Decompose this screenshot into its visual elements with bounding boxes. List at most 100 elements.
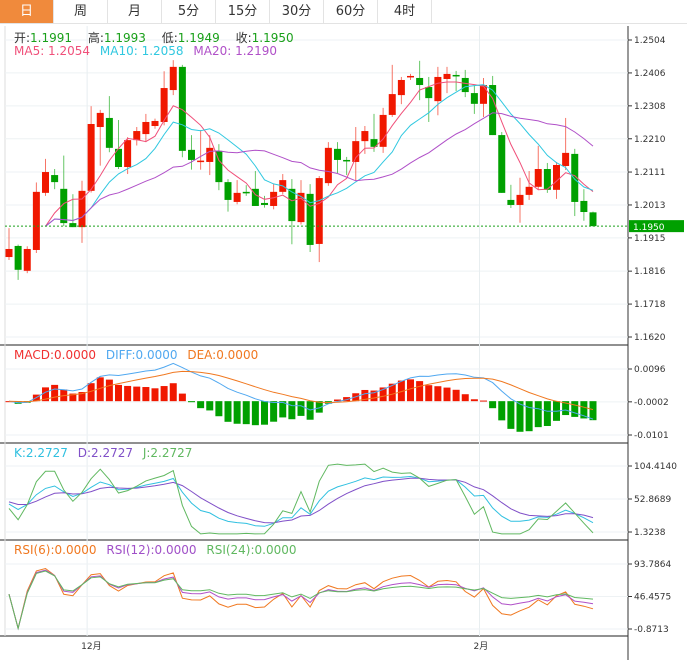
x-axis-label: 12月 bbox=[81, 641, 101, 652]
macd-legend: MACD:0.0000 DIFF:0.0000 DEA:0.0000 bbox=[14, 348, 264, 362]
macd-bar bbox=[270, 401, 278, 422]
d-value: D:2.2727 bbox=[77, 446, 134, 460]
tab-30min[interactable]: 30分 bbox=[270, 0, 324, 23]
candle-down bbox=[334, 148, 341, 160]
candle-up bbox=[434, 76, 442, 102]
price-tick-label: 1.1915 bbox=[634, 234, 666, 244]
k-value: K:2.2727 bbox=[14, 446, 68, 460]
macd-bar bbox=[87, 383, 95, 402]
macd-bar bbox=[379, 387, 387, 402]
macd-bar bbox=[498, 401, 506, 421]
tab-4hour[interactable]: 4时 bbox=[378, 0, 432, 23]
low-label: 低: bbox=[161, 31, 178, 45]
candle-up bbox=[315, 178, 323, 244]
candle-down bbox=[69, 223, 77, 228]
current-price-label: 1.1950 bbox=[633, 223, 665, 233]
macd-bar bbox=[480, 400, 487, 402]
candle-up bbox=[270, 191, 278, 206]
candle-up bbox=[397, 79, 405, 96]
macd-bar bbox=[525, 401, 533, 432]
candle-down bbox=[498, 135, 506, 193]
candle-up bbox=[562, 152, 570, 166]
macd-bar bbox=[242, 401, 250, 425]
tab-5min[interactable]: 5分 bbox=[162, 0, 216, 23]
candle-up bbox=[525, 186, 533, 195]
candle-up bbox=[361, 131, 369, 142]
candle-down bbox=[188, 149, 195, 160]
macd-bar bbox=[169, 383, 177, 402]
tab-day[interactable]: 日 bbox=[0, 0, 54, 23]
macd-bar bbox=[115, 384, 122, 402]
close-label: 收: bbox=[235, 31, 252, 45]
candle-down bbox=[215, 150, 223, 183]
candle-up bbox=[206, 147, 214, 162]
tab-month[interactable]: 月 bbox=[108, 0, 162, 23]
macd-bar bbox=[206, 401, 214, 411]
candle-down bbox=[343, 159, 351, 162]
candle-up bbox=[96, 112, 104, 128]
candle-up bbox=[23, 248, 31, 271]
macd-value: MACD:0.0000 bbox=[14, 348, 97, 362]
macd-bar bbox=[142, 387, 150, 402]
j-value: J:2.2727 bbox=[142, 446, 193, 460]
candle-down bbox=[370, 139, 378, 147]
macd-bar bbox=[261, 401, 268, 425]
rsi12-line bbox=[8, 569, 594, 631]
rsi-tick-label: -0.8713 bbox=[634, 625, 669, 635]
high-value: 1.1993 bbox=[103, 31, 146, 45]
x-axis-label: 2月 bbox=[474, 641, 489, 652]
macd-bar bbox=[397, 380, 405, 402]
candle-up bbox=[78, 190, 86, 228]
macd-bar bbox=[407, 379, 414, 402]
candle-down bbox=[589, 212, 597, 227]
macd-tick-label: -0.0002 bbox=[634, 398, 669, 408]
ma20-line bbox=[45, 112, 594, 227]
candle-down bbox=[105, 117, 113, 148]
tab-15min[interactable]: 15分 bbox=[216, 0, 270, 23]
price-tick-label: 1.2210 bbox=[634, 135, 666, 145]
candle-down bbox=[489, 85, 497, 136]
rsi-tick-label: 46.4575 bbox=[634, 593, 671, 603]
macd-bar bbox=[197, 401, 205, 409]
candle-down bbox=[60, 188, 68, 224]
candle-down bbox=[178, 66, 186, 151]
candle-down bbox=[416, 77, 424, 86]
candle-down bbox=[288, 188, 296, 222]
candle-up bbox=[324, 147, 332, 184]
ma10-line bbox=[45, 84, 594, 227]
tab-week[interactable]: 周 bbox=[54, 0, 108, 23]
macd-bar bbox=[507, 401, 515, 429]
macd-bar bbox=[251, 401, 259, 426]
price-tick-label: 1.1816 bbox=[634, 267, 666, 277]
price-tick-label: 1.2013 bbox=[634, 201, 666, 211]
macd-bar bbox=[388, 383, 396, 402]
macd-bar bbox=[434, 386, 442, 402]
tab-60min[interactable]: 60分 bbox=[324, 0, 378, 23]
macd-bar bbox=[69, 393, 77, 402]
candle-down bbox=[543, 169, 551, 190]
macd-bar bbox=[215, 401, 223, 417]
macd-bar bbox=[562, 401, 570, 416]
dea-line bbox=[8, 370, 594, 411]
candle-up bbox=[151, 120, 159, 127]
price-tick-label: 1.2111 bbox=[634, 168, 666, 178]
macd-bar bbox=[470, 399, 478, 402]
candle-up bbox=[297, 192, 305, 223]
macd-bar bbox=[416, 381, 424, 402]
macd-bar bbox=[42, 387, 49, 402]
candle-down bbox=[470, 93, 478, 104]
macd-bar bbox=[452, 389, 460, 402]
price-tick-label: 1.1718 bbox=[634, 300, 666, 310]
macd-bar bbox=[105, 379, 113, 402]
ma20-legend: MA20: 1.2190 bbox=[193, 44, 278, 58]
candle-down bbox=[507, 199, 515, 205]
macd-bar bbox=[151, 388, 159, 402]
candle-down bbox=[452, 74, 460, 77]
macd-bar bbox=[543, 401, 551, 426]
dea-value: DEA:0.0000 bbox=[187, 348, 259, 362]
macd-bar bbox=[160, 386, 168, 402]
macd-tick-label: -0.0101 bbox=[634, 431, 669, 441]
macd-bar bbox=[461, 394, 469, 402]
candle-up bbox=[480, 85, 487, 104]
